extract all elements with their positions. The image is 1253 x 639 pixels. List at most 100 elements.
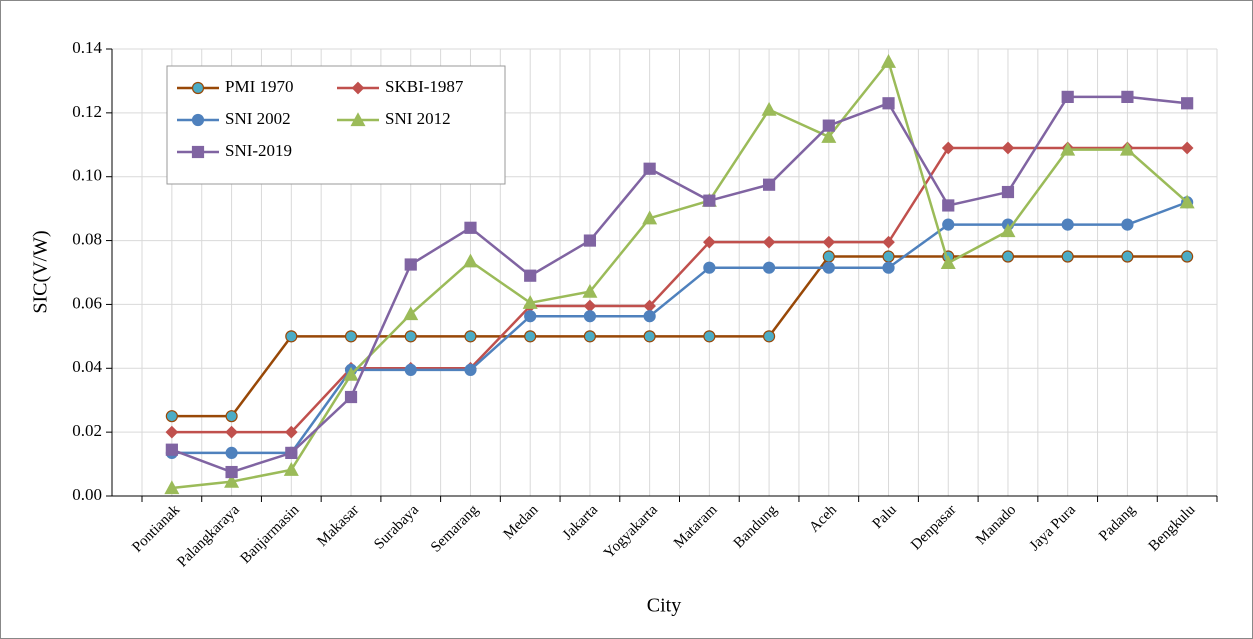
marker [583,234,597,247]
marker [1179,194,1195,209]
marker [882,235,895,249]
marker [583,330,597,343]
marker [822,235,836,249]
marker [404,363,417,376]
marker [283,462,299,476]
x-axis-title: City [647,595,681,617]
marker [344,330,358,343]
marker [284,425,298,439]
marker [882,250,895,263]
marker [762,330,776,343]
marker [164,480,180,495]
marker [941,141,955,155]
series-line [171,255,1188,418]
marker [1001,141,1015,155]
marker [762,178,776,191]
marker [1119,141,1135,156]
marker [761,101,777,116]
marker [583,310,597,323]
marker [224,473,240,488]
marker [464,330,477,343]
series-line [171,95,1188,474]
marker [462,253,478,268]
marker [882,97,895,110]
marker [582,283,598,298]
marker [522,295,538,309]
marker [643,330,656,343]
marker [165,443,178,456]
legend-label: SNI-2019 [225,141,292,160]
marker [643,162,656,175]
marker [225,425,238,439]
marker [642,210,658,225]
series-line [171,59,1188,490]
legend-label: SNI 2002 [225,109,291,128]
y-axis-title: SIC(V/W) [30,230,52,313]
marker [1061,90,1074,103]
marker [225,465,238,479]
marker [942,218,955,231]
marker [1181,250,1194,263]
marker [403,306,419,321]
y-tick-label: 0.08 [72,229,102,248]
marker [464,363,477,376]
marker [464,221,477,234]
marker [822,119,835,132]
y-tick-label: 0.02 [72,421,102,440]
legend-box [166,65,506,185]
y-tick-label: 0.14 [72,38,102,57]
marker [404,330,417,343]
marker [703,194,716,207]
legend-label: PMI 1970 [225,77,293,96]
marker [165,425,179,439]
marker [1061,250,1074,263]
marker [703,261,716,274]
marker [1181,97,1194,110]
marker [1001,250,1015,263]
marker [762,261,776,274]
marker [343,366,359,381]
series-line [171,201,1188,455]
y-tick-label: 0.12 [72,102,102,121]
marker [942,199,955,212]
legend-label: SKBI-1987 [385,77,464,96]
marker [762,235,776,249]
marker [881,54,897,68]
y-tick-label: 0.10 [72,166,102,185]
marker [822,261,835,274]
y-tick-label: 0.04 [72,357,102,376]
marker [703,235,716,249]
marker [1121,218,1134,231]
marker [1121,250,1134,263]
marker [703,330,716,343]
marker [1121,90,1134,103]
marker [1180,141,1194,155]
marker [940,255,956,270]
marker [524,310,537,323]
marker [524,330,537,343]
marker [822,250,835,263]
marker [1061,218,1074,231]
marker [524,269,537,282]
marker [344,390,358,404]
marker [225,410,238,423]
marker [1000,223,1016,238]
marker [191,81,205,95]
marker [351,81,365,95]
y-tick-label: 0.06 [72,293,102,312]
marker [1060,141,1076,156]
marker [191,113,205,127]
marker [191,145,205,159]
marker [225,446,238,459]
marker [1001,185,1015,199]
legend-label: SNI 2012 [385,109,451,128]
marker [821,129,837,143]
marker [350,112,366,127]
marker [285,330,298,343]
y-tick-label: 0.00 [72,485,102,504]
marker [165,410,178,423]
series-line [171,146,1188,434]
marker [882,261,895,274]
marker [404,258,417,271]
